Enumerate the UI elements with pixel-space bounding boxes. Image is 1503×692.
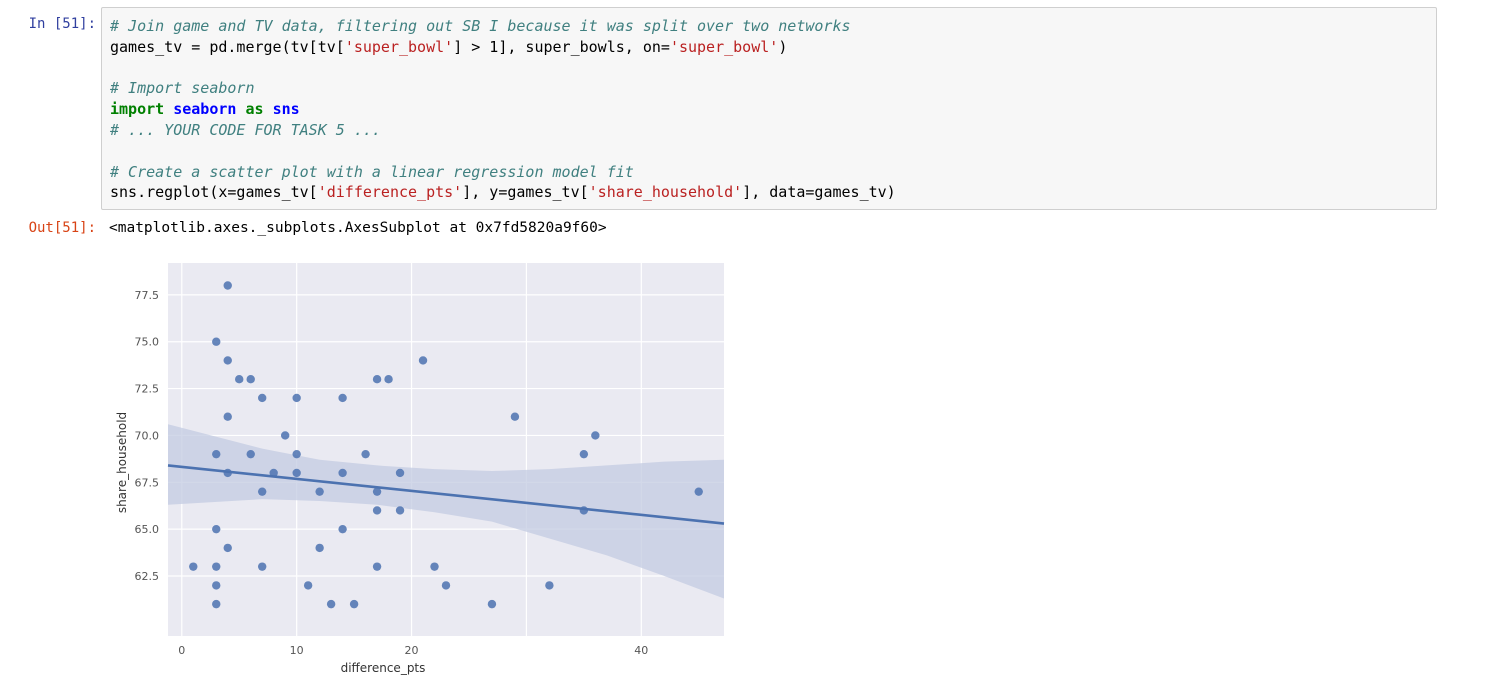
output-text: <matplotlib.axes._subplots.AxesSubplot a… — [109, 220, 607, 236]
data-point — [223, 543, 232, 553]
code-text: ) — [778, 37, 788, 56]
data-point — [280, 431, 290, 440]
data-point — [418, 356, 428, 365]
data-point — [246, 375, 255, 384]
data-point — [212, 337, 221, 346]
data-point — [292, 468, 301, 478]
x-tick-label: 20 — [405, 644, 419, 657]
code-line: games_tv = pd.merge(tv[tv['super_bowl'] … — [110, 38, 787, 56]
x-tick-label: 0 — [178, 644, 185, 657]
code-comment: # ... YOUR CODE FOR TASK 5 ... — [110, 120, 381, 139]
regression-line — [167, 464, 725, 525]
data-point — [361, 449, 370, 459]
data-point — [372, 506, 382, 515]
data-point — [212, 449, 221, 459]
data-point — [326, 599, 336, 609]
data-point — [223, 356, 232, 365]
code-line: # Join game and TV data, filtering out S… — [110, 17, 851, 35]
data-point — [545, 581, 554, 590]
y-tick-label: 65.0 — [135, 523, 160, 536]
code-string: 'difference_pts' — [317, 183, 463, 202]
code-line: # Create a scatter plot with a linear re… — [110, 163, 634, 181]
data-point — [212, 599, 221, 609]
data-point — [292, 393, 301, 403]
data-point — [430, 562, 439, 571]
data-point — [212, 524, 221, 534]
data-point — [338, 524, 347, 534]
code-line: # ... YOUR CODE FOR TASK 5 ... — [110, 121, 381, 139]
code-comment: # Join game and TV data, filtering out S… — [110, 17, 851, 35]
data-point — [395, 506, 405, 515]
data-point — [315, 543, 324, 553]
data-point — [372, 487, 382, 496]
code-line: sns.regplot(x=games_tv['difference_pts']… — [110, 183, 896, 201]
code-text: sns.regplot(x=games_tv[ — [110, 183, 318, 202]
data-point — [591, 431, 600, 440]
code-text: games_tv = pd.merge(tv[tv[ — [110, 37, 345, 56]
code-module-name: sns — [272, 100, 300, 119]
data-point — [441, 581, 451, 590]
data-point — [212, 581, 221, 590]
data-point — [579, 449, 589, 459]
data-point — [189, 562, 198, 571]
y-axis-label: share_household — [115, 412, 129, 513]
y-tick-label: 67.5 — [135, 476, 160, 489]
code-keyword: import — [110, 100, 165, 119]
data-point — [212, 562, 221, 571]
output-prompt: Out[51]: — [28, 220, 96, 236]
data-point — [257, 562, 267, 571]
code-module-name: seaborn — [173, 100, 237, 119]
code-text: ] > 1], super_bowls, on= — [453, 37, 670, 56]
data-point — [235, 375, 244, 384]
code-line: # Import seaborn — [110, 79, 255, 97]
code-keyword: as — [245, 100, 264, 119]
data-point — [510, 412, 520, 421]
x-tick-label: 10 — [290, 644, 304, 657]
data-point — [257, 393, 267, 403]
data-point — [349, 599, 359, 609]
code-editor[interactable]: # Join game and TV data, filtering out S… — [101, 7, 1437, 210]
code-string: 'super_bowl' — [344, 37, 454, 56]
data-point — [338, 393, 347, 403]
y-tick-label: 72.5 — [135, 383, 160, 396]
y-tick-label: 75.0 — [135, 336, 160, 349]
code-comment: # Create a scatter plot with a linear re… — [110, 162, 634, 181]
data-point — [384, 375, 393, 384]
x-axis-label: difference_pts — [341, 661, 426, 675]
code-text: ], data=games_tv) — [742, 183, 896, 202]
data-point — [315, 487, 324, 496]
confidence-band — [168, 424, 724, 599]
data-point — [338, 468, 347, 478]
data-point — [223, 412, 232, 421]
code-string: 'share_household' — [588, 183, 743, 202]
code-comment: # Import seaborn — [110, 79, 255, 98]
data-point — [303, 581, 313, 590]
code-string: 'super_bowl' — [669, 37, 779, 56]
data-point — [372, 375, 382, 384]
regression-scatter-plot: 62.5 65.0 67.5 70.0 72.5 75.0 77.5 0 10 20 40 diffe… — [115, 263, 725, 675]
y-tick-label: 62.5 — [135, 570, 160, 583]
input-prompt: In [51]: — [28, 16, 96, 32]
data-point — [372, 562, 382, 571]
data-point — [292, 449, 301, 459]
data-point — [487, 599, 497, 609]
code-content[interactable]: # Join game and TV data, filtering out S… — [110, 16, 896, 203]
y-tick-label: 77.5 — [135, 289, 160, 302]
code-text: ], y=games_tv[ — [462, 183, 589, 202]
data-point — [246, 449, 255, 459]
data-point — [223, 281, 232, 290]
data-point — [257, 487, 267, 496]
data-point — [395, 468, 405, 478]
data-point — [694, 487, 703, 496]
y-tick-label: 70.0 — [135, 429, 160, 442]
code-line: import seaborn as sns — [110, 100, 300, 118]
x-tick-label: 40 — [634, 644, 648, 657]
